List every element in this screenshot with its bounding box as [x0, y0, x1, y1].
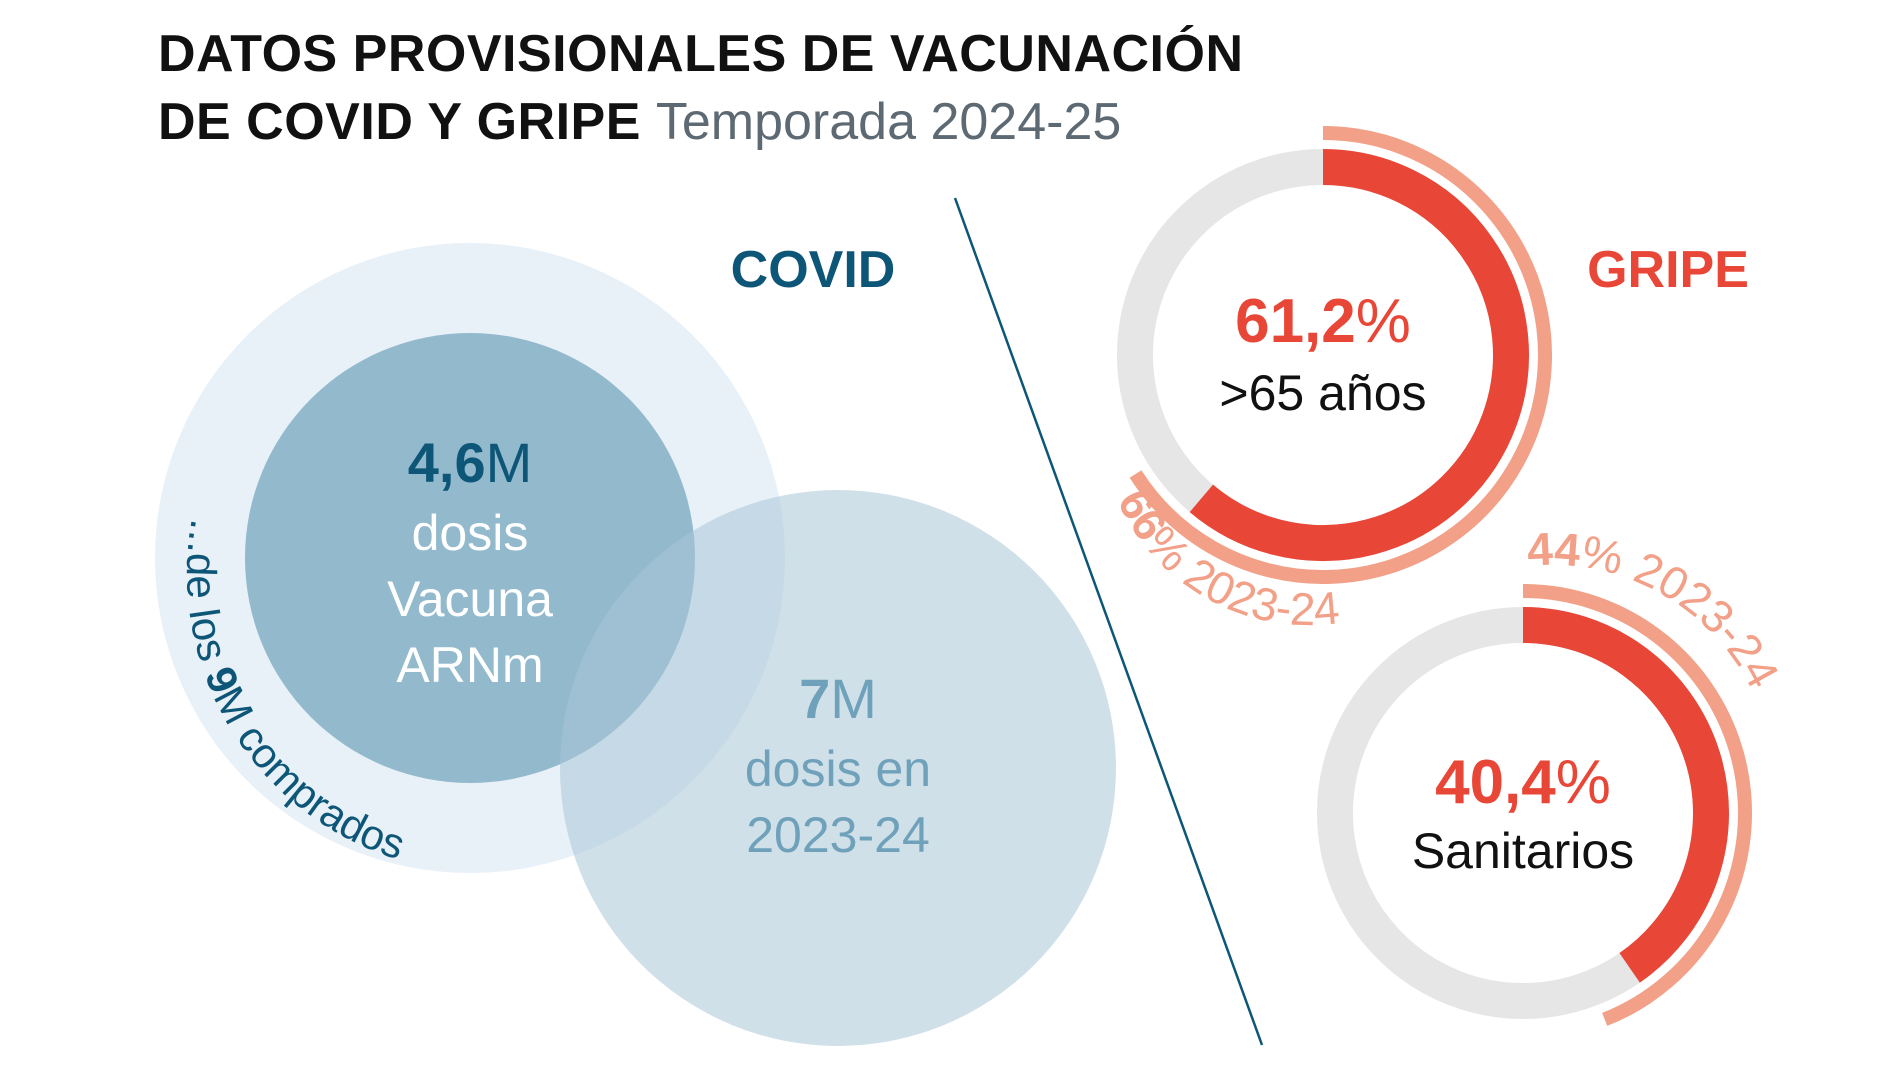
covid-current-label-2: Vacuna	[387, 571, 553, 627]
gripe-ring-1-value: 61,2%	[1235, 287, 1411, 356]
covid-current-value: 4,6M	[408, 431, 533, 494]
gripe-ring-2-number: 40,4	[1435, 748, 1556, 817]
gripe-ring-2-unit: %	[1556, 748, 1611, 817]
covid-current-label-3: ARNm	[396, 637, 543, 693]
covid-section-label: COVID	[731, 241, 896, 299]
covid-previous-number: 7	[799, 667, 830, 730]
chart-title: DATOS PROVISIONALES DE VACUNACIÓN DE COVI…	[158, 20, 1244, 156]
section-divider	[953, 197, 1264, 1046]
gripe-ring-2-value: 40,4%	[1435, 748, 1611, 817]
gripe-ring-1-number: 61,2	[1235, 287, 1356, 356]
covid-previous-label-1: dosis en	[745, 741, 931, 797]
covid-current-label-1: dosis	[412, 505, 529, 561]
gripe-ring-1-value-arc	[1189, 149, 1529, 561]
gripe-ring-2-label: Sanitarios	[1412, 823, 1634, 879]
covid-previous-value: 7M	[799, 667, 877, 730]
gripe-ring-2-value-arc	[1522, 607, 1729, 983]
gripe-ring-1-previous-arc	[1129, 126, 1552, 584]
gripe-section-label: GRIPE	[1587, 241, 1749, 299]
gripe-ring-2-previous-number: 44	[1526, 523, 1582, 577]
covid-current-unit: M	[486, 431, 533, 494]
covid-current-number: 4,6	[408, 431, 486, 494]
gripe-ring-2-previous-arc	[1522, 584, 1752, 1026]
gripe-ring-1-label: >65 años	[1219, 365, 1426, 421]
title-line-2: DE COVID Y GRIPE	[158, 93, 641, 151]
chart-subtitle: Temporada 2024-25	[655, 93, 1122, 151]
covid-previous-bubble	[560, 490, 1116, 1046]
covid-previous-unit: M	[830, 667, 877, 730]
gripe-ring-1-unit: %	[1356, 287, 1411, 356]
covid-previous-label-2: 2023-24	[746, 807, 930, 863]
title-line-1: DATOS PROVISIONALES DE VACUNACIÓN	[158, 25, 1244, 83]
